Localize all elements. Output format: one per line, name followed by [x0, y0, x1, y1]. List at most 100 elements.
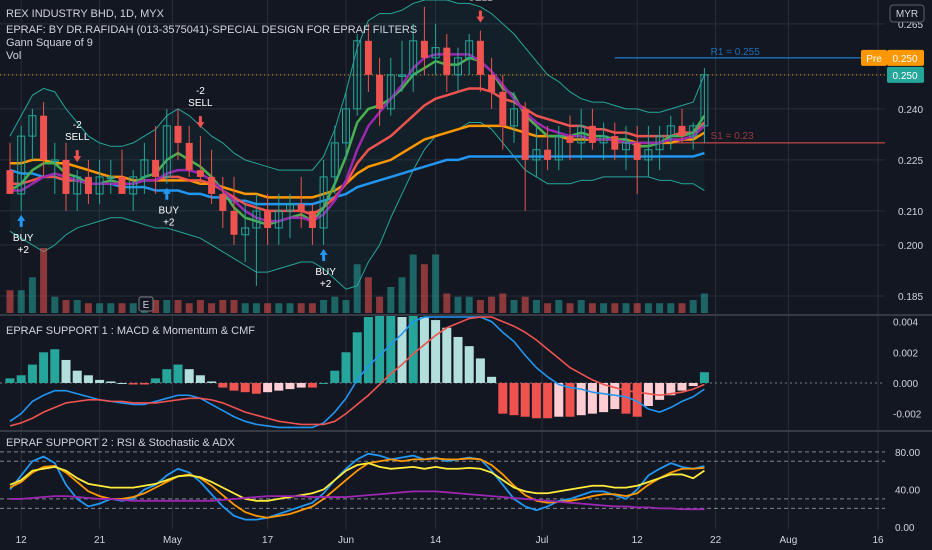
volume-bar: [633, 303, 641, 313]
candle-body: [521, 108, 529, 160]
macd-signal-line: [9, 316, 705, 427]
volume-bar: [364, 277, 372, 313]
volume-bar: [6, 290, 14, 313]
support1-legend[interactable]: EPRAF SUPPORT 1 : MACD & Momentum & CMF: [6, 325, 255, 337]
volume-bar: [689, 300, 697, 313]
candle-body: [611, 136, 619, 150]
volume-bar: [443, 293, 451, 313]
candle-body: [140, 159, 149, 178]
candle-body: [95, 176, 104, 195]
time-axis[interactable]: 12 21 May 17 Jun 14 Jul 12 22 Aug 16: [16, 535, 884, 546]
candle-body: [499, 91, 507, 126]
macd-histogram-bar: [184, 369, 194, 383]
indicator-legend-epraf[interactable]: EPRAF: BY DR.RAFIDAH (013-3575041)-SPECI…: [6, 24, 417, 36]
macd-histogram-bar: [520, 382, 530, 417]
buy-signal-value: +2: [320, 279, 332, 290]
macd-histogram-bar: [442, 327, 452, 383]
candle-body: [342, 108, 350, 144]
macd-histogram-bar: [487, 376, 497, 383]
candle-body: [510, 108, 518, 127]
volume-bar: [353, 264, 361, 313]
candle-body: [330, 142, 339, 178]
macd-histogram-bar: [386, 315, 396, 383]
macd-histogram-bar: [431, 320, 441, 383]
candle-body: [106, 176, 115, 179]
volume-bar: [40, 248, 48, 313]
gann-s1-label: S1 = 0.23: [711, 131, 755, 142]
macd-histogram-bar: [554, 382, 564, 417]
macd-histogram-bar: [363, 317, 373, 383]
volume-bar: [286, 303, 294, 313]
candle-body: [544, 149, 552, 160]
candle-body: [162, 125, 171, 178]
candle-body: [252, 210, 261, 229]
macd-histogram-bar: [375, 315, 385, 383]
volume-bar: [84, 303, 92, 313]
support2-legend[interactable]: EPRAF SUPPORT 2 : RSI & Stochastic & ADX: [6, 437, 236, 449]
price-tick-label: 0.240: [898, 105, 923, 116]
rsi-tick-label: 40.00: [895, 486, 920, 497]
time-tick-label: Jul: [536, 535, 549, 546]
macd-histogram-bar: [72, 370, 82, 383]
candle-body: [420, 40, 428, 58]
macd-histogram-bar: [274, 382, 284, 391]
candle-body: [532, 149, 541, 161]
volume-bar: [320, 300, 328, 313]
volume-bar: [409, 254, 417, 313]
time-tick-label: 16: [872, 535, 884, 546]
candle-body: [208, 176, 216, 194]
volume-bar: [241, 303, 249, 313]
rsi-pane: [0, 451, 885, 521]
moving-average-lines: [9, 53, 706, 226]
candle-body: [386, 74, 395, 110]
candle-body: [84, 176, 92, 194]
buy-signal-label: BUY: [159, 206, 180, 217]
macd-histogram-bar: [464, 346, 474, 383]
indicator-legend-gann[interactable]: Gann Square of 9: [6, 37, 93, 49]
buy-signal-value: +2: [17, 245, 29, 256]
price-tick-label: 0.200: [898, 241, 923, 252]
macd-histogram-bar: [319, 382, 329, 384]
macd-histogram-bar: [352, 332, 362, 383]
candle-body: [689, 125, 698, 137]
time-tick-label: 17: [262, 535, 274, 546]
macd-histogram-bar: [666, 382, 676, 396]
candle-body: [588, 125, 596, 143]
macd-histogram-bar: [173, 364, 183, 383]
candle-body: [577, 125, 586, 144]
volume-bar: [28, 277, 36, 313]
candle-body: [185, 142, 193, 171]
candle-body: [6, 170, 14, 194]
macd-histogram-bar: [251, 382, 261, 394]
candle-body: [566, 136, 574, 143]
candle-body: [62, 159, 70, 194]
volume-bar: [230, 300, 238, 313]
candle-body: [376, 74, 384, 109]
sell-arrow-icon: [73, 150, 82, 163]
volume-bar: [208, 303, 216, 313]
volume-bars: [6, 248, 708, 313]
volume-bar: [432, 254, 440, 313]
volume-bar: [118, 303, 126, 313]
volume-bar: [555, 300, 563, 313]
e-badge[interactable]: E: [138, 296, 154, 312]
volume-bar: [611, 303, 619, 313]
currency-badge[interactable]: MYR: [889, 4, 925, 23]
macd-histogram-bar: [61, 359, 71, 383]
macd-line: [9, 316, 705, 429]
volume-bar: [275, 303, 283, 313]
volume-bar: [185, 303, 193, 313]
volume-bar: [196, 300, 204, 313]
volume-bar: [297, 303, 305, 313]
time-tick-label: 21: [94, 535, 106, 546]
buy-signal-label: BUY: [315, 267, 336, 278]
macd-histogram-bar: [128, 382, 138, 385]
macd-pane: [0, 315, 885, 429]
volume-bar: [488, 296, 496, 313]
volume-bar: [174, 300, 182, 313]
indicator-legend-vol[interactable]: Vol: [6, 50, 21, 62]
macd-histogram-bar: [621, 382, 631, 414]
candle-body: [219, 193, 227, 211]
macd-histogram-bar: [408, 315, 418, 383]
macd-histogram-bar: [565, 382, 575, 417]
